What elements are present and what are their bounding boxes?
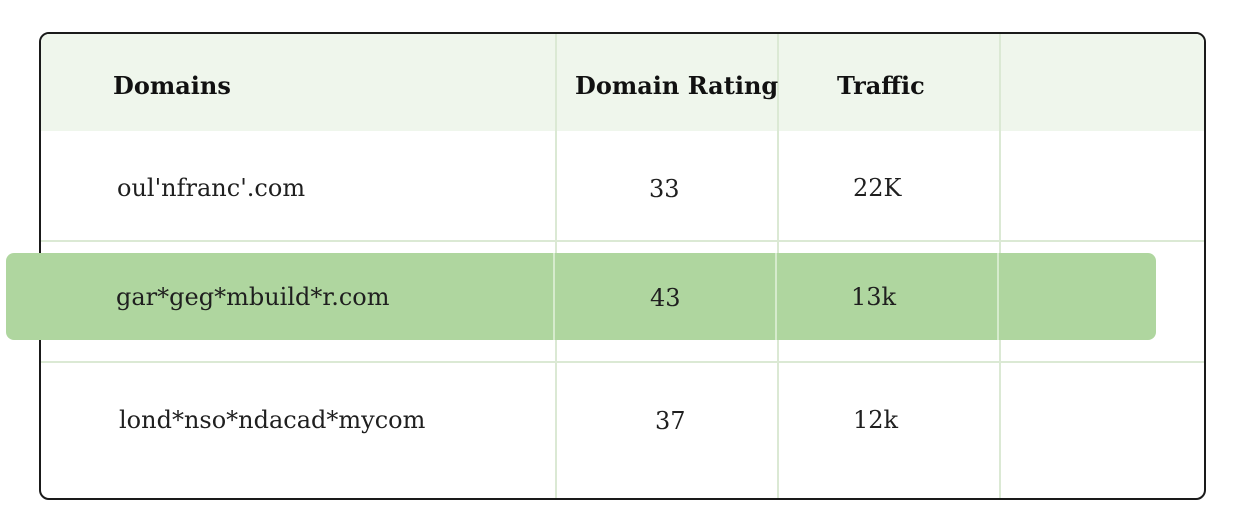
column-header-domains: Domains bbox=[113, 71, 231, 100]
row-divider bbox=[41, 240, 1204, 242]
table-header-row bbox=[41, 34, 1204, 131]
table-cell-domain: lond*nso*ndacad*mycom bbox=[119, 406, 426, 434]
table-cell-traffic: 13k bbox=[851, 283, 897, 311]
column-header-traffic: Traffic bbox=[837, 71, 925, 100]
table-cell-rating: 43 bbox=[650, 284, 681, 312]
table-cell-rating: 37 bbox=[655, 407, 686, 435]
table-cell-traffic: 22K bbox=[853, 174, 902, 202]
row-divider bbox=[41, 361, 1204, 363]
table-cell-domain: oul'nfranc'.com bbox=[117, 174, 306, 202]
column-header-domain-rating: Domain Rating bbox=[575, 71, 779, 100]
highlighted-table-row[interactable]: gar*geg*mbuild*r.com 43 13k bbox=[6, 253, 1156, 340]
column-divider bbox=[775, 253, 777, 340]
column-divider bbox=[553, 253, 555, 340]
table-cell-rating: 33 bbox=[649, 175, 680, 203]
table-cell-domain: gar*geg*mbuild*r.com bbox=[116, 283, 390, 311]
table-cell-traffic: 12k bbox=[853, 406, 899, 434]
column-divider bbox=[997, 253, 999, 340]
